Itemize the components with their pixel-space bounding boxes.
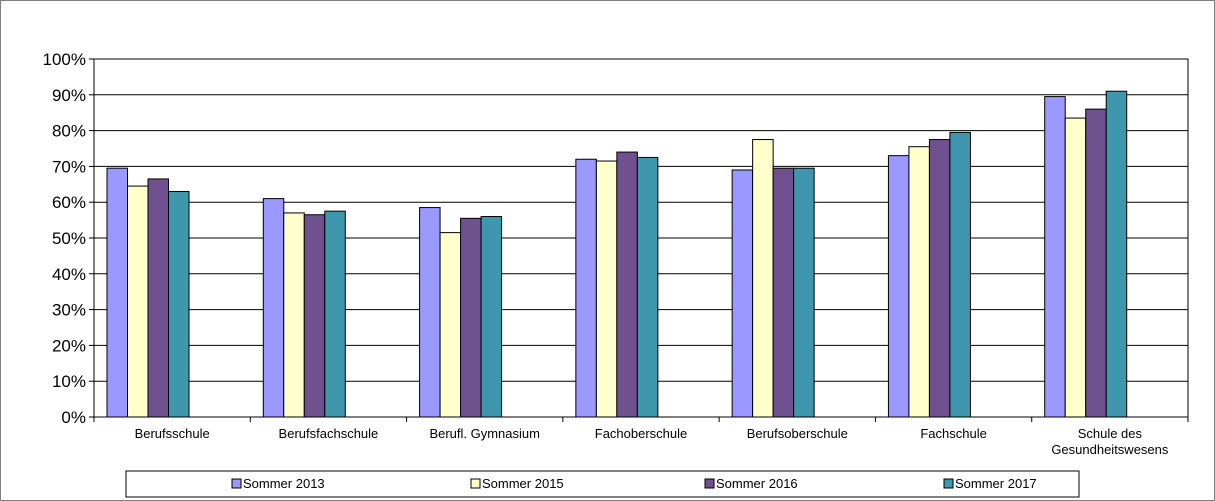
y-tick-label: 0%	[61, 408, 86, 427]
bar-sommer-2016	[147, 178, 169, 418]
bar-sommer-2017	[949, 131, 971, 418]
bar-sommer-2015	[283, 212, 305, 418]
bar-sommer-2015	[595, 160, 618, 418]
y-tick-label: 20%	[52, 336, 86, 355]
legend-label: Sommer 2013	[243, 476, 325, 491]
y-tick-label: 90%	[52, 86, 86, 105]
bar-sommer-2017	[168, 190, 190, 418]
bar-sommer-2015	[439, 232, 462, 418]
legend: Sommer 2013 Sommer 2015 Sommer 2016 Sommer …	[125, 470, 1080, 498]
bar-sommer-2015	[908, 146, 930, 418]
x-tick-label: Berufl. Gymnasium	[429, 426, 540, 441]
bar-sommer-2013	[575, 158, 597, 418]
legend-label: Sommer 2017	[955, 476, 1037, 491]
x-axis-ticks: Berufsschule Berufsfachschule Berufl. Gymn…	[135, 426, 1169, 457]
legend-swatch	[943, 478, 954, 489]
x-tick-label: Berufsfachschule	[279, 426, 379, 441]
y-tick-label: 80%	[52, 122, 86, 141]
x-tick-label: Schule des	[1078, 426, 1143, 441]
bar-sommer-2016	[928, 139, 951, 418]
x-tick-label: Gesundheitswesens	[1051, 442, 1169, 457]
bar-sommer-2015	[127, 185, 149, 418]
x-tick-label: Fachschule	[920, 426, 986, 441]
bar-sommer-2017	[636, 156, 659, 418]
bar-sommer-2017	[480, 216, 503, 418]
bar-sommer-2017	[324, 210, 346, 418]
plot-border	[93, 58, 1189, 418]
bar-sommer-2013	[731, 169, 754, 418]
bar-sommer-2017	[793, 167, 815, 418]
legend-swatch	[704, 478, 715, 489]
x-tick-label: Fachoberschule	[595, 426, 688, 441]
y-tick-label: 50%	[52, 229, 86, 248]
y-tick-label: 100%	[43, 50, 86, 69]
bar-sommer-2013	[419, 207, 441, 418]
bar-sommer-2015	[1064, 117, 1087, 418]
bar-sommer-2016	[772, 167, 795, 418]
x-tick-label: Berufsschule	[135, 426, 210, 441]
x-tick-label: Berufsoberschule	[747, 426, 848, 441]
y-tick-label: 40%	[52, 265, 86, 284]
bar-sommer-2016	[1085, 108, 1107, 418]
y-tick-label: 30%	[52, 301, 86, 320]
bar-sommer-2013	[887, 155, 910, 418]
bar-sommer-2017	[1105, 90, 1128, 418]
bar-sommer-2016	[460, 217, 482, 418]
y-tick-label: 60%	[52, 193, 86, 212]
bar-sommer-2015	[752, 139, 774, 418]
legend-label: Sommer 2016	[716, 476, 798, 491]
bar-sommer-2016	[303, 214, 326, 418]
bar-sommer-2013	[262, 198, 285, 418]
y-tick-label: 10%	[52, 372, 86, 391]
y-axis-ticks: 0% 10% 20% 30% 40% 50% 60% 70% 80% 90% 100%	[43, 50, 86, 427]
legend-box	[125, 470, 1080, 498]
axes	[89, 58, 1189, 422]
legend-swatch	[470, 478, 481, 489]
legend-swatch	[231, 478, 242, 489]
bars	[106, 90, 1128, 418]
y-tick-label: 70%	[52, 157, 86, 176]
bar-sommer-2013	[106, 167, 128, 418]
bar-sommer-2016	[616, 151, 638, 418]
bar-sommer-2013	[1044, 96, 1066, 418]
legend-label: Sommer 2015	[482, 476, 564, 491]
